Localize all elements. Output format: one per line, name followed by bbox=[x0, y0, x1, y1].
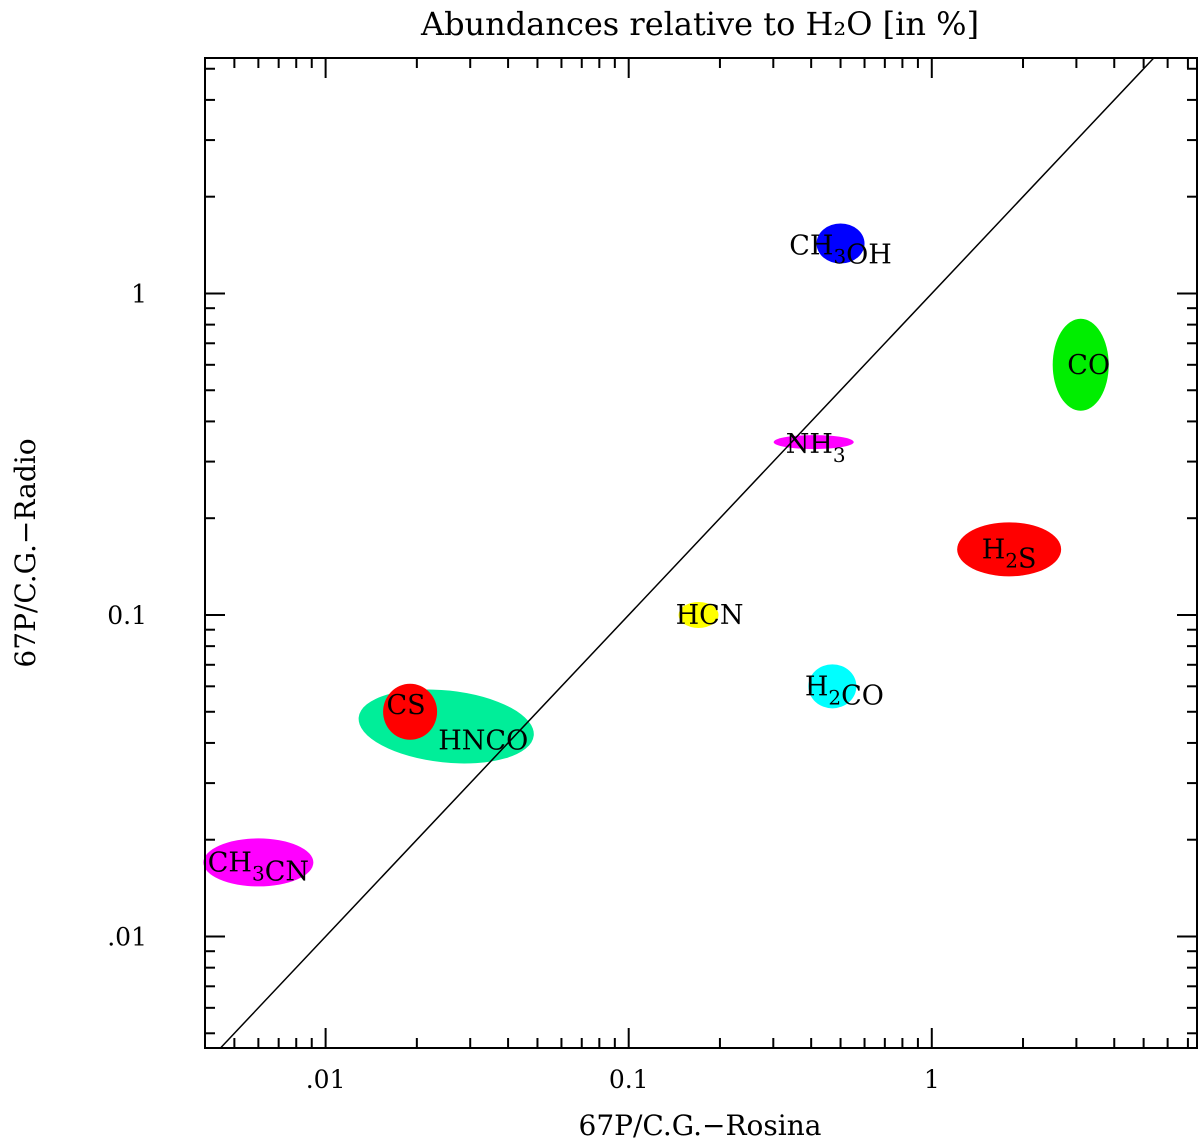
point-blob bbox=[808, 664, 857, 709]
point-label: NH3 bbox=[786, 429, 846, 467]
y-axis-label: 67P/C.G.−Radio bbox=[9, 438, 42, 667]
y-tick-label: 1 bbox=[131, 279, 147, 308]
x-tick-label: 0.1 bbox=[609, 1065, 649, 1094]
x-axis-label: 67P/C.G.−Rosina bbox=[579, 1109, 822, 1142]
point-label: CH3OH bbox=[789, 231, 892, 271]
point-label: HCN bbox=[676, 600, 744, 631]
point-blob bbox=[678, 601, 719, 628]
chart-title: Abundances relative to H₂O [in %] bbox=[420, 5, 979, 43]
y-tick-label: 0.1 bbox=[107, 601, 147, 630]
plot-frame bbox=[204, 57, 1198, 1049]
x-tick-label: .01 bbox=[306, 1065, 346, 1094]
tick-layer: .01 0.1 1 .01 0.1 1 bbox=[107, 58, 1197, 1094]
y-tick-label: .01 bbox=[107, 923, 147, 952]
point-blob bbox=[383, 683, 438, 740]
label-layer: CH3OH CO NH3 H2S HCN H2CO CS HNCO CH3CN bbox=[208, 231, 1110, 888]
point-blob bbox=[1052, 318, 1109, 411]
point-blob bbox=[957, 522, 1062, 577]
point-label: HNCO bbox=[438, 725, 528, 756]
x-tick-label: 1 bbox=[924, 1065, 940, 1094]
point-label: H2CO bbox=[805, 671, 884, 711]
ellipse-layer bbox=[203, 223, 1109, 887]
point-label: H2S bbox=[982, 534, 1037, 574]
point-label: CS bbox=[387, 690, 426, 721]
point-blob bbox=[773, 435, 854, 450]
point-label: CH3CN bbox=[208, 847, 309, 887]
point-blob bbox=[816, 223, 865, 264]
point-blob bbox=[203, 838, 314, 887]
point-label: CO bbox=[1067, 350, 1110, 381]
one-to-one-line bbox=[219, 57, 1155, 1049]
